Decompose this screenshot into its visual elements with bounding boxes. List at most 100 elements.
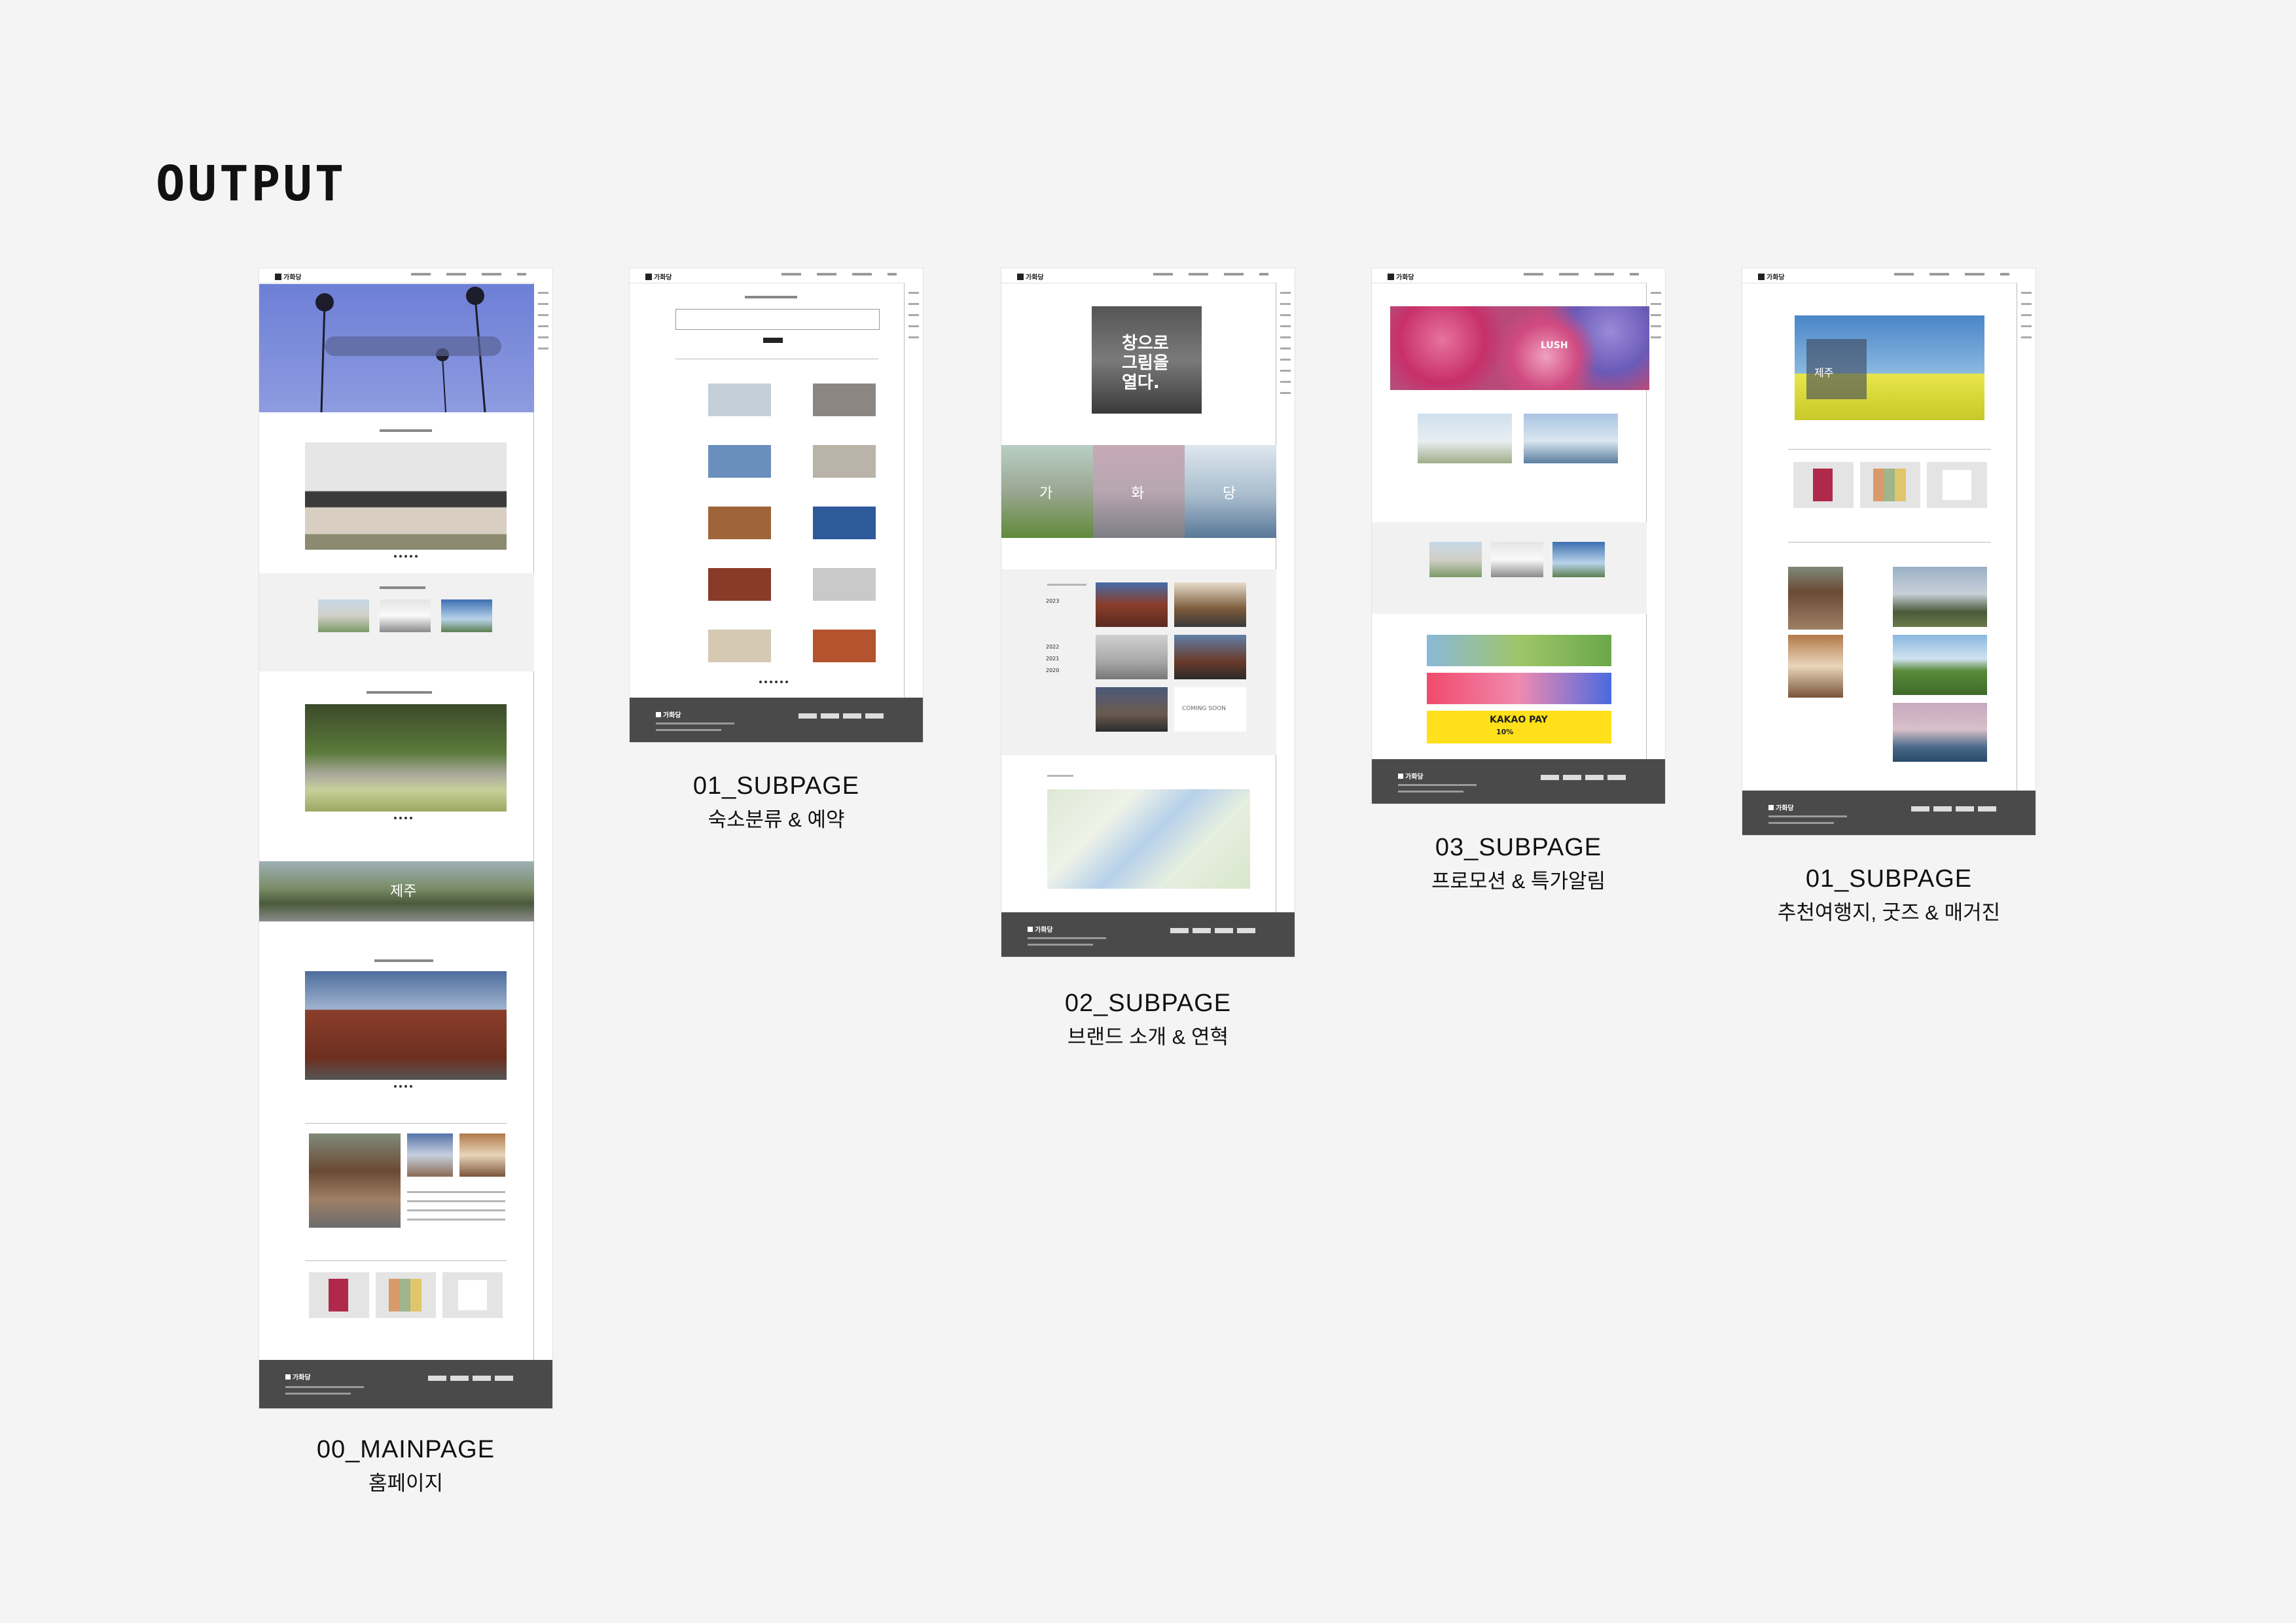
magazine-image-1[interactable] bbox=[1788, 567, 1843, 630]
jeju-banner[interactable]: 제주 bbox=[259, 861, 534, 921]
shop-item-2[interactable] bbox=[376, 1272, 436, 1318]
event-banner-green[interactable] bbox=[1427, 635, 1611, 666]
lush-promo-banner[interactable]: LUSH bbox=[1390, 306, 1649, 390]
room-thumb-3[interactable] bbox=[1552, 542, 1605, 577]
news-line bbox=[407, 1191, 505, 1193]
footer-buttons[interactable] bbox=[428, 1376, 513, 1381]
countryside-house-image[interactable] bbox=[305, 704, 507, 812]
side-quick-menu[interactable] bbox=[904, 283, 923, 742]
footer-logo: 가화당 bbox=[1398, 771, 1424, 781]
footer-logo: 가화당 bbox=[1768, 802, 1794, 812]
history-image-4[interactable] bbox=[1174, 635, 1246, 679]
site-logo[interactable]: 가화당 bbox=[275, 272, 302, 281]
history-image-3[interactable] bbox=[1096, 635, 1168, 679]
pagination-dots[interactable] bbox=[759, 681, 788, 683]
room-thumb-3[interactable] bbox=[441, 599, 492, 632]
main-nav[interactable] bbox=[1524, 273, 1639, 276]
main-nav[interactable] bbox=[1894, 273, 2009, 276]
news-thumb-1[interactable] bbox=[407, 1133, 453, 1177]
history-image-1[interactable] bbox=[1096, 582, 1168, 627]
shop-item-2[interactable] bbox=[1860, 462, 1920, 508]
caption-mainpage: 00_MAINPAGE 홈페이지 bbox=[316, 1436, 495, 1495]
main-nav[interactable] bbox=[411, 273, 526, 276]
room-thumb-2[interactable] bbox=[1491, 542, 1543, 577]
main-nav[interactable] bbox=[1153, 273, 1268, 276]
palm-trees-illustration bbox=[315, 287, 486, 413]
kakao-discount: 10% bbox=[1496, 728, 1514, 736]
magazine-image-2[interactable] bbox=[1788, 635, 1843, 698]
search-booking-bar[interactable] bbox=[325, 336, 501, 356]
jeju-card: 제주 bbox=[1806, 339, 1867, 399]
room-thumb-1[interactable] bbox=[318, 599, 369, 632]
room-thumb-2[interactable] bbox=[380, 599, 431, 632]
brand-panel-dang[interactable]: 당 bbox=[1185, 445, 1276, 538]
room-thumb-1[interactable] bbox=[1429, 542, 1482, 577]
caption-subpage-promotion: 03_SUBPAGE 프로모션 & 특가알림 bbox=[1431, 834, 1606, 893]
site-logo[interactable]: 가화당 bbox=[645, 272, 672, 281]
footer-buttons[interactable] bbox=[1911, 806, 1996, 812]
footer-buttons[interactable] bbox=[798, 713, 884, 719]
news-line bbox=[407, 1209, 505, 1211]
travel-image-3[interactable] bbox=[1893, 703, 1987, 762]
brand-panel-ga[interactable]: 가 bbox=[1001, 445, 1093, 538]
promo-card-2[interactable] bbox=[1524, 414, 1618, 463]
brand-char-hwa: 화 bbox=[1131, 486, 1145, 502]
site-logo[interactable]: 가화당 bbox=[1758, 272, 1785, 281]
history-image-5[interactable] bbox=[1096, 687, 1168, 732]
footer-logo: 가화당 bbox=[1028, 924, 1053, 934]
section-title bbox=[380, 429, 432, 432]
jeju-label: 제주 bbox=[390, 883, 417, 900]
section-title bbox=[367, 691, 432, 694]
footer-buttons[interactable] bbox=[1541, 775, 1626, 780]
side-quick-menu[interactable] bbox=[2017, 283, 2036, 835]
carousel-dots[interactable] bbox=[394, 555, 418, 558]
mockup-subpage-brand[interactable]: 가화당 창으로 그림을 열다. 가 화 당 2023 2022 2021 202… bbox=[1001, 268, 1295, 957]
jeju-label: 제주 bbox=[1814, 366, 1834, 379]
divider bbox=[1788, 449, 1991, 450]
coming-soon-text: COMING SOON bbox=[1182, 705, 1226, 712]
history-image-2[interactable] bbox=[1174, 582, 1246, 627]
shop-item-1[interactable] bbox=[309, 1272, 369, 1318]
hanok-house-image[interactable] bbox=[305, 442, 507, 550]
shop-item-3[interactable] bbox=[1927, 462, 1987, 508]
side-quick-menu[interactable] bbox=[1276, 283, 1295, 957]
main-nav[interactable] bbox=[781, 273, 897, 276]
promo-card-1[interactable] bbox=[1418, 414, 1512, 463]
window-text-2: 그림을 bbox=[1122, 353, 1169, 373]
location-title bbox=[1047, 775, 1073, 777]
carousel-dots[interactable] bbox=[394, 817, 412, 819]
page-heading: OUTPUT bbox=[156, 156, 347, 212]
shop-item-1[interactable] bbox=[1793, 462, 1854, 508]
news-main-image[interactable] bbox=[309, 1133, 401, 1228]
site-header: 가화당 bbox=[630, 268, 923, 283]
travel-image-2[interactable] bbox=[1893, 635, 1987, 695]
kakao-pay-banner[interactable]: KAKAO PAY 10% bbox=[1427, 711, 1611, 743]
travel-image-1[interactable] bbox=[1893, 567, 1987, 627]
year-2021: 2021 bbox=[1046, 656, 1060, 662]
booking-search-box[interactable] bbox=[675, 309, 880, 330]
caption-subpage-travel: 01_SUBPAGE 추천여행지, 굿즈 & 매거진 bbox=[1777, 865, 2001, 924]
footer-buttons[interactable] bbox=[1170, 928, 1255, 933]
mockup-subpage-travel[interactable]: 가화당 제주 가화당 bbox=[1742, 268, 2036, 835]
site-logo[interactable]: 가화당 bbox=[1388, 272, 1414, 281]
site-footer: 가화당 bbox=[630, 698, 923, 742]
mockup-mainpage[interactable]: 가화당 제주 가화당 bbox=[259, 268, 552, 1408]
carousel-dots[interactable] bbox=[394, 1085, 412, 1088]
news-thumb-2[interactable] bbox=[459, 1133, 505, 1177]
divider bbox=[305, 1123, 507, 1124]
section-title bbox=[374, 959, 433, 962]
location-map[interactable] bbox=[1047, 789, 1250, 889]
site-logo[interactable]: 가화당 bbox=[1017, 272, 1044, 281]
side-quick-menu[interactable] bbox=[533, 283, 552, 1408]
site-header: 가화당 bbox=[1372, 268, 1665, 283]
search-button[interactable] bbox=[763, 338, 783, 343]
mockup-subpage-rooms[interactable]: 가화당 가화당 bbox=[630, 268, 923, 742]
jeju-field-banner[interactable]: 제주 bbox=[1795, 315, 1984, 420]
brick-building-image[interactable] bbox=[305, 971, 507, 1080]
coming-soon-box: COMING SOON bbox=[1174, 687, 1246, 732]
mockup-subpage-promotion[interactable]: 가화당 LUSH KAKAO PAY 10% 가화당 bbox=[1372, 268, 1665, 804]
shop-item-3[interactable] bbox=[442, 1272, 503, 1318]
event-banner-gradient[interactable] bbox=[1427, 673, 1611, 704]
room-list-grid[interactable] bbox=[675, 373, 878, 674]
brand-panel-hwa[interactable]: 화 bbox=[1093, 445, 1185, 538]
